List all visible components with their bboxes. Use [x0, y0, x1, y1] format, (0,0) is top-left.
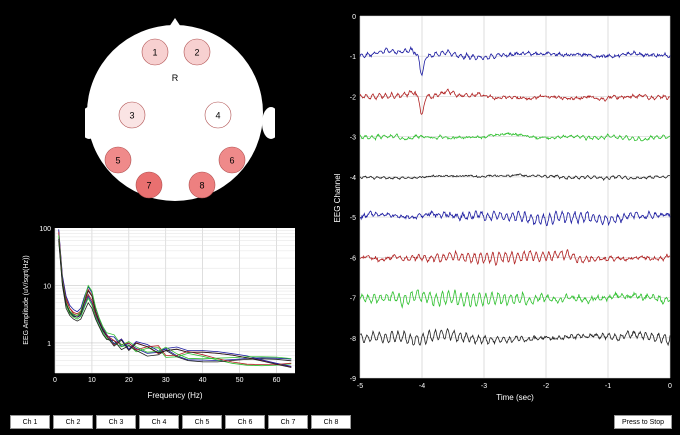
eeg-ytick-label: -2 — [350, 94, 356, 101]
head-outline — [80, 18, 280, 201]
eeg-xtick-label: -1 — [605, 383, 611, 390]
channel-button-7[interactable]: Ch 7 — [268, 415, 308, 429]
electrode-1: 1 — [141, 38, 169, 66]
electrode-2: 2 — [183, 38, 211, 66]
eeg-ytick-label: -6 — [350, 255, 356, 262]
psd-plot-area — [55, 228, 295, 373]
eeg-xtick-label: 0 — [668, 383, 672, 390]
eeg-ytick-label: -5 — [350, 215, 356, 222]
channel-button-2[interactable]: Ch 2 — [53, 415, 93, 429]
eeg-series-line-ch6 — [359, 249, 671, 266]
eeg-ytick-label: -1 — [350, 54, 356, 61]
electrode-label: 2 — [194, 48, 199, 58]
psd-xtick-label: 30 — [162, 377, 170, 384]
eeg-xlabel: Time (sec) — [496, 393, 534, 402]
psd-series-line-ch7 — [58, 235, 292, 360]
eeg-series-line-ch4 — [359, 173, 670, 181]
psd-series-line-ch5 — [58, 229, 292, 367]
electrode-label: 6 — [229, 156, 234, 166]
eeg-timeseries-chart: -5 -4 -3 -2 -1 0 0 -1 -2 -3 -4 -5 -6 -7 -8 -9 Time (sec… — [330, 8, 675, 403]
electrode-head-map: R 1 2 3 4 5 6 7 8 — [80, 18, 280, 208]
eeg-ytick-label: -8 — [350, 336, 356, 343]
eeg-ylabel: EEG Channel — [333, 173, 342, 222]
psd-ytick-label: 1 — [47, 341, 51, 348]
eeg-xtick-label: -3 — [481, 383, 487, 390]
channel-button-4[interactable]: Ch 4 — [139, 415, 179, 429]
eeg-xtick-label: -4 — [419, 383, 425, 390]
electrode-label: 1 — [152, 48, 157, 58]
eeg-ytick-label: -7 — [350, 296, 356, 303]
orientation-label: R — [172, 73, 179, 83]
eeg-xtick-label: -5 — [357, 383, 363, 390]
electrode-4: 4 — [204, 101, 232, 129]
channel-button-row: Ch 1 Ch 2 Ch 3 Ch 4 Ch 5 Ch 6 Ch 7 Ch 8 — [10, 415, 351, 429]
electrode-5: 5 — [104, 146, 132, 174]
psd-series-line-ch4 — [58, 240, 292, 363]
electrode-label: 4 — [215, 111, 220, 121]
eeg-series-line-ch8 — [360, 327, 671, 347]
psd-ytick-label: 10 — [43, 283, 51, 290]
electrode-7: 7 — [135, 171, 163, 199]
psd-xtick-label: 60 — [273, 377, 281, 384]
eeg-xtick-label: -2 — [543, 383, 549, 390]
eeg-series-line-ch1 — [359, 45, 671, 77]
eeg-series-line-ch7 — [359, 289, 671, 309]
channel-button-3[interactable]: Ch 3 — [96, 415, 136, 429]
eeg-ytick-label: -4 — [350, 175, 356, 182]
electrode-8: 8 — [188, 171, 216, 199]
psd-xtick-label: 50 — [236, 377, 244, 384]
eeg-series-line-ch2 — [359, 88, 671, 115]
psd-xtick-label: 20 — [125, 377, 133, 384]
psd-xtick-label: 0 — [53, 377, 57, 384]
stop-button[interactable]: Press to Stop — [614, 415, 672, 429]
eeg-series-line-ch5 — [359, 209, 671, 227]
eeg-plot-area — [360, 16, 670, 378]
channel-button-6[interactable]: Ch 6 — [225, 415, 265, 429]
eeg-series-line-ch3 — [359, 131, 671, 142]
psd-xtick-label: 10 — [88, 377, 96, 384]
psd-xlabel: Frequency (Hz) — [147, 391, 202, 400]
channel-button-8[interactable]: Ch 8 — [311, 415, 351, 429]
psd-ytick-label: 100 — [39, 226, 51, 233]
psd-chart: 0 10 20 30 40 50 60 100 10 1 Frequency (Hz) EEG A… — [20, 222, 310, 400]
electrode-6: 6 — [218, 146, 246, 174]
eeg-ytick-label: -3 — [350, 135, 356, 142]
psd-xtick-label: 40 — [199, 377, 207, 384]
psd-series-line-ch8 — [58, 238, 292, 368]
channel-button-1[interactable]: Ch 1 — [10, 415, 50, 429]
electrode-3: 3 — [118, 101, 146, 129]
eeg-ytick-label: 0 — [352, 14, 356, 21]
eeg-ytick-label: -9 — [350, 376, 356, 383]
channel-button-5[interactable]: Ch 5 — [182, 415, 222, 429]
electrode-label: 7 — [146, 181, 151, 191]
electrode-label: 8 — [199, 181, 204, 191]
psd-ylabel: EEG Amplitude (uV/sqrt(Hz)) — [23, 255, 30, 344]
electrode-label: 3 — [129, 111, 134, 121]
electrode-label: 5 — [115, 156, 120, 166]
